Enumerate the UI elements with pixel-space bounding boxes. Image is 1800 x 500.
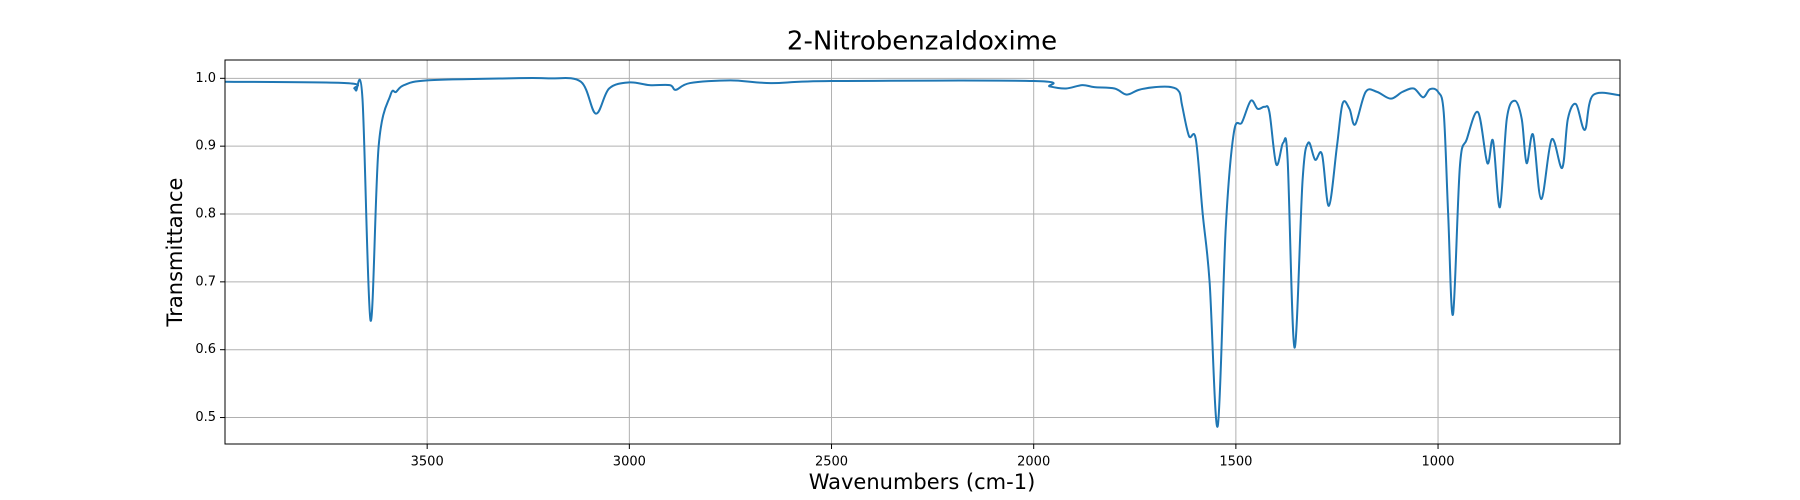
spectrum-line [225,76,1620,428]
x-tick-label: 2000 [1017,455,1050,470]
y-tick-label: 1.0 [195,71,216,86]
x-tick-label: 2500 [815,455,848,470]
y-tick-label: 0.5 [195,410,216,425]
chart-title: 2-Nitrobenzaldoxime [787,27,1057,57]
y-axis-label: Transmittance [163,178,187,328]
y-tick-label: 0.7 [195,274,216,289]
x-tick-label: 1000 [1421,455,1454,470]
x-tick-label: 3500 [411,455,444,470]
x-tick-label: 1500 [1219,455,1252,470]
y-tick-label: 0.8 [195,207,216,222]
y-tick-label: 0.6 [195,342,216,357]
x-tick-label: 3000 [613,455,646,470]
x-axis-label: Wavenumbers (cm-1) [809,470,1036,494]
y-tick-label: 0.9 [195,139,216,154]
plot-frame [224,59,1621,445]
